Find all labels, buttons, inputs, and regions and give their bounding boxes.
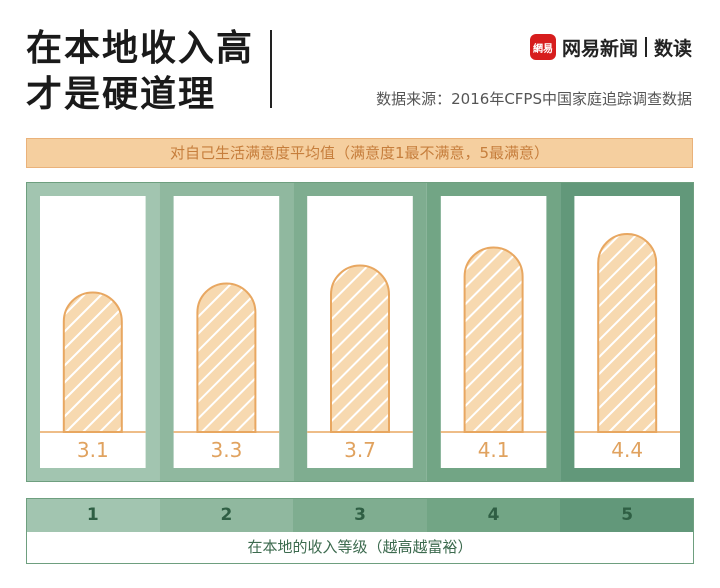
brand-separator: [644, 37, 647, 57]
category-label-5: 5: [560, 498, 694, 532]
bar-4: [463, 246, 524, 433]
category-label-1: 1: [26, 498, 160, 532]
netease-logo-icon: 網易: [529, 34, 556, 60]
value-label-2: 3.3: [210, 438, 242, 462]
brand-sub: 数读: [653, 37, 692, 60]
category-label-2: 2: [159, 498, 294, 532]
plot-frame: [26, 182, 694, 482]
value-label-3: 3.7: [344, 438, 376, 462]
chart-title-block: 在本地收入高 才是硬道理: [26, 26, 266, 118]
value-label-4: 4.1: [478, 438, 510, 462]
x-axis-label: 在本地的收入等级（越高越富裕）: [26, 532, 694, 564]
title-line-2: 才是硬道理: [26, 74, 217, 115]
title-line-1: 在本地收入高: [26, 28, 255, 69]
title-divider: [270, 30, 272, 108]
data-source: 数据来源：2016年CFPS中国家庭追踪调查数据: [376, 90, 692, 108]
category-label-3: 3: [293, 498, 427, 532]
bar-2: [196, 282, 257, 433]
brand-name: 网易新闻: [561, 37, 638, 60]
chart-subtitle-banner: 对自己生活满意度平均值（满意度1最不满意，5最满意）: [26, 138, 693, 168]
bar-chart-plot: 3.1 3.3 3.7 4.1 4.4: [26, 182, 694, 482]
value-label-1: 3.1: [77, 438, 109, 462]
value-label-5: 4.4: [611, 438, 643, 462]
brand: 網易 网易新闻 数读: [529, 32, 692, 62]
category-label-4: 4: [426, 498, 561, 532]
bar-1: [62, 291, 123, 433]
bar-3: [330, 264, 390, 433]
bar-5: [597, 233, 658, 433]
